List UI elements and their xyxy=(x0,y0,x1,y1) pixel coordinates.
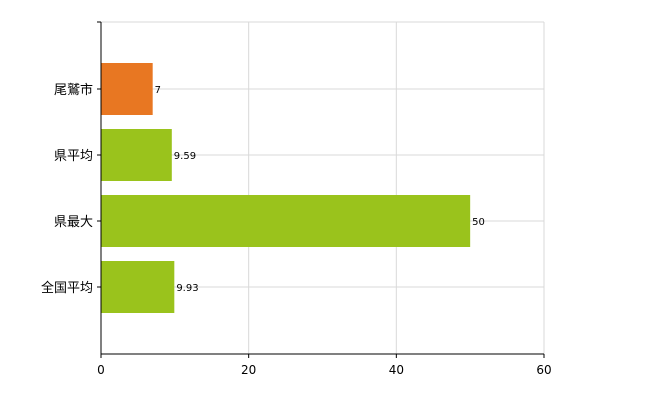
x-tick-label-2: 40 xyxy=(389,363,404,377)
category-label-3: 全国平均 xyxy=(41,280,93,296)
data-label-0: 7 xyxy=(155,85,161,96)
category-label-0: 尾鷲市 xyxy=(54,82,93,98)
bar-3 xyxy=(101,261,175,313)
category-label-2: 県最大 xyxy=(54,215,93,230)
bars xyxy=(101,63,471,313)
data-label-2: 50 xyxy=(472,217,485,228)
x-tick-label-1: 20 xyxy=(241,363,256,377)
bar-1 xyxy=(101,129,172,181)
category-label-1: 県平均 xyxy=(54,149,93,164)
axes xyxy=(97,21,545,358)
data-label-1: 9.59 xyxy=(174,151,196,162)
data-label-3: 9.93 xyxy=(176,283,198,294)
labels: 7 尾鷲市 9.59 県平均 50 県最大 9.93 全国平均 0 20 40 60 xyxy=(41,82,552,377)
bar-0 xyxy=(101,63,153,115)
bar-2 xyxy=(101,195,471,247)
x-tick-label-0: 0 xyxy=(97,363,105,377)
x-tick-label-3: 60 xyxy=(536,363,551,377)
